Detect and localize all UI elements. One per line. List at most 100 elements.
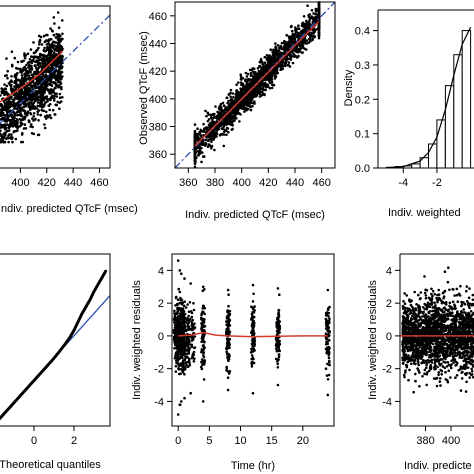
p1-point [55, 76, 58, 79]
p1-point [33, 105, 36, 108]
p1-point [22, 67, 25, 70]
p1-point [7, 140, 10, 144]
p1-point [26, 52, 30, 55]
p1-point [61, 96, 64, 99]
p2-point [274, 42, 277, 45]
p1-smooth-line [0, 50, 64, 103]
p2-point [228, 117, 232, 121]
p1-point [23, 112, 27, 115]
p5-point [188, 317, 192, 321]
p5-point [187, 327, 190, 331]
p1-point [52, 16, 56, 19]
p5-point [251, 356, 255, 360]
p2-point [222, 104, 226, 107]
p2-point [227, 103, 231, 107]
p1-point [9, 121, 13, 124]
p2-point [222, 124, 226, 127]
p5-point [178, 317, 182, 320]
p3-y-tick-label: 0.1 [355, 129, 370, 141]
p1-point [18, 118, 22, 121]
p1-point [32, 112, 36, 115]
p2-y-tick-label: 420 [149, 66, 167, 78]
p1-point [12, 117, 15, 120]
p2-point [225, 96, 228, 100]
p2-point [225, 133, 228, 137]
p1-point [19, 111, 22, 115]
p1-point [55, 45, 59, 48]
p2-point [235, 83, 238, 86]
p5-point [276, 362, 280, 366]
p2-point [241, 77, 245, 80]
p5-point [201, 310, 205, 314]
p2-point [258, 60, 262, 64]
p1-point [4, 114, 7, 117]
p2-point [242, 87, 246, 91]
p5-point [251, 311, 254, 314]
p1-point [43, 84, 46, 88]
p1-point [36, 133, 40, 137]
p1-point [25, 63, 28, 67]
p1-point [0, 90, 3, 93]
p2-point [310, 15, 314, 18]
p5-point [253, 344, 256, 347]
p5-point [177, 366, 180, 370]
p5-point [187, 348, 191, 352]
p1-point [47, 104, 50, 107]
p1-point [15, 83, 19, 87]
p2-point [272, 49, 276, 52]
p1-point [10, 75, 13, 78]
p1-point [9, 136, 12, 140]
p1-point [38, 52, 42, 56]
p1-point [33, 60, 37, 64]
p5-point [184, 366, 187, 369]
p5-point [228, 312, 231, 316]
p1-point [27, 70, 31, 73]
p1-point [40, 43, 44, 46]
p1-point [59, 34, 62, 38]
p5-point [225, 347, 228, 351]
p1-point [31, 117, 34, 120]
p1-point [41, 94, 44, 98]
p2-point [224, 108, 228, 112]
p2-point [253, 100, 256, 103]
p1-point [60, 87, 63, 91]
p1-point [44, 88, 47, 91]
p2-point [231, 103, 235, 107]
p1-point [49, 91, 53, 94]
p5-point [190, 320, 193, 324]
p5-point [251, 391, 255, 395]
p1-point [22, 59, 25, 63]
p5-point [181, 350, 184, 353]
p2-point [193, 147, 197, 151]
p1-point [53, 62, 57, 65]
p2-ylabel: Observed QTcF (msec) [138, 31, 150, 145]
p1-point [0, 134, 1, 138]
p1-point [7, 98, 11, 101]
p1-point [57, 72, 61, 75]
p5-point [175, 343, 179, 347]
p5-point [186, 356, 189, 359]
p2-point [196, 135, 200, 139]
p5-point [249, 351, 253, 354]
p1-point [28, 101, 32, 104]
p1-point [27, 105, 31, 109]
p5-point [276, 316, 279, 320]
p1-point [18, 99, 21, 103]
p2-point [295, 49, 298, 52]
p2-point [286, 45, 290, 49]
p2-point [227, 130, 230, 134]
p1-point [23, 56, 27, 60]
p1-point [49, 27, 52, 30]
p2-point [317, 13, 321, 17]
p1-point [9, 102, 12, 105]
p1-point [13, 129, 16, 133]
p2-point [213, 148, 216, 152]
p5-point [227, 293, 230, 297]
p1-point [26, 77, 29, 80]
p2-point [263, 55, 267, 59]
p1-point [13, 103, 16, 106]
p2-point [282, 47, 285, 50]
p5-point [275, 347, 278, 351]
